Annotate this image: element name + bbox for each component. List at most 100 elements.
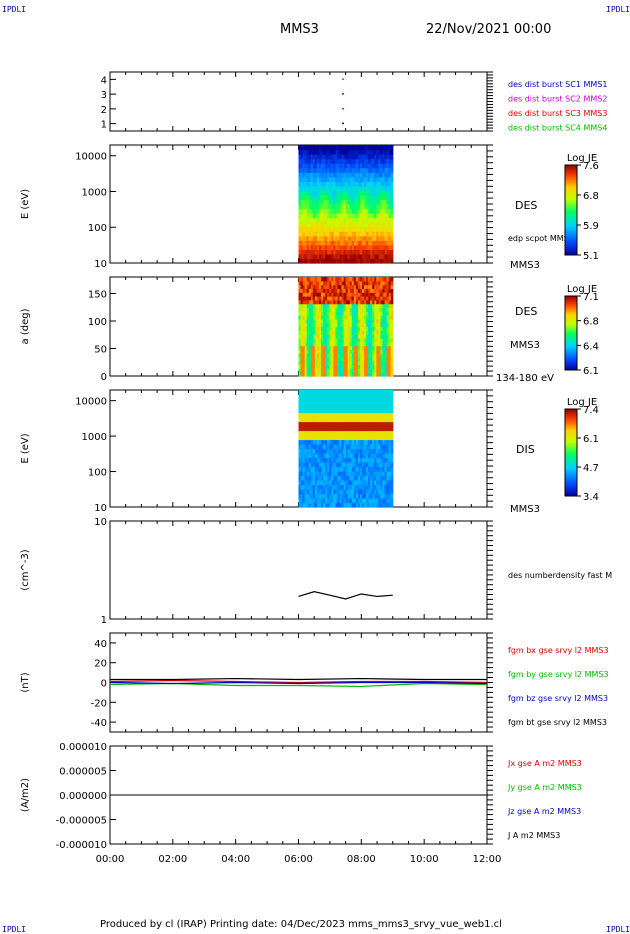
spectrogram-cell	[302, 421, 306, 427]
spectrogram-cell	[321, 213, 324, 219]
spectrogram-cell	[302, 444, 306, 450]
spectrogram-cell	[302, 337, 306, 343]
spectrogram-cell	[304, 226, 308, 232]
spectrogram-cell	[312, 364, 316, 369]
spectrogram-cell	[359, 502, 363, 508]
spectrogram-cell	[351, 315, 355, 320]
spectrogram-cell	[390, 185, 394, 191]
spectrogram-cell	[327, 399, 330, 405]
spectrogram-cell	[318, 204, 322, 210]
spectrogram-cell	[314, 390, 318, 396]
spectrogram-cell	[335, 181, 339, 187]
spectrogram-cell	[300, 426, 304, 432]
spectrogram-cell	[376, 167, 380, 173]
spectrogram-cell	[380, 231, 384, 237]
spectrogram-cell	[376, 466, 380, 472]
spectrogram-cell	[339, 288, 343, 293]
spectrogram-cell	[337, 194, 341, 201]
spectrogram-cell	[306, 498, 310, 504]
spectrogram-cell	[343, 258, 347, 264]
spectrogram-cell	[364, 277, 367, 282]
spectrogram-cell	[298, 502, 302, 508]
spectrogram-cell	[372, 421, 375, 427]
spectrogram-cell	[306, 334, 310, 339]
spectrogram-cell	[314, 307, 318, 312]
spectrogram-cell	[390, 480, 394, 486]
spectrogram-cell	[310, 296, 314, 301]
spectrogram-cell	[302, 368, 306, 373]
spectrogram-cell	[325, 435, 328, 441]
spectrogram-cell	[310, 426, 314, 432]
spectrogram-cell	[351, 217, 355, 223]
spectrogram-cell	[321, 444, 324, 450]
spectrogram-cell	[351, 322, 355, 328]
spectrogram-cell	[327, 217, 330, 223]
spectrogram-cell	[362, 368, 365, 373]
spectrogram-cell	[370, 185, 373, 191]
spectrogram-cell	[374, 466, 377, 472]
spectrogram-cell	[366, 475, 369, 481]
spectrogram-cell	[380, 296, 384, 301]
spectrogram-cell	[302, 288, 306, 293]
spectrogram-cell	[310, 475, 314, 481]
spectrogram-cell	[353, 318, 357, 324]
spectrogram-cell	[386, 292, 390, 297]
spectrogram-cell	[308, 311, 312, 316]
spectrogram-cell	[349, 364, 353, 369]
spectrogram-cell	[353, 408, 357, 414]
spectrogram-cell	[339, 417, 343, 423]
spectrogram-cell	[351, 231, 355, 237]
spectrogram-cell	[343, 235, 347, 241]
spectrogram-cell	[331, 190, 334, 196]
spectrogram-cell	[355, 181, 359, 187]
spectrogram-cell	[345, 408, 349, 414]
spectrogram-cell	[337, 311, 341, 316]
spectrogram-cell	[378, 457, 382, 463]
spectrogram-cell	[325, 296, 328, 301]
spectrogram-cell	[370, 249, 373, 255]
spectrogram-cell	[325, 145, 328, 151]
spectrogram-cell	[349, 311, 353, 316]
spectrogram-cell	[312, 372, 316, 377]
spectrogram-cell	[308, 417, 312, 423]
spectrogram-cell	[370, 303, 373, 309]
spectrogram-cell	[310, 439, 314, 445]
spectrogram-cell	[368, 208, 371, 214]
spectrogram-cell	[339, 208, 343, 214]
spectrogram-cell	[329, 457, 332, 463]
spectrogram-cell	[359, 475, 363, 481]
spectrogram-cell	[316, 498, 320, 504]
spectrogram-cell	[357, 435, 361, 441]
spectrogram-cell	[362, 475, 365, 481]
spectrogram-cell	[318, 453, 322, 459]
spectrogram-cell	[364, 253, 367, 260]
spectrogram-cell	[362, 349, 365, 354]
y-tick-label: 0.000005	[59, 767, 107, 778]
spectrogram-cell	[318, 213, 322, 219]
spectrogram-cell	[357, 444, 361, 450]
spectrogram-cell	[362, 172, 365, 178]
spectrogram-cell	[368, 231, 371, 237]
spectrogram-cell	[308, 439, 312, 445]
spectrogram-cell	[376, 457, 380, 463]
spectrogram-cell	[362, 426, 365, 432]
spectrogram-cell	[337, 176, 341, 182]
spectrogram-cell	[318, 462, 322, 468]
spectrogram-cell	[347, 235, 351, 241]
spectrogram-cell	[304, 337, 308, 343]
spectrogram-cell	[380, 412, 384, 418]
spectrogram-cell	[300, 345, 304, 350]
spectrogram-cell	[357, 163, 361, 169]
spectrogram-cell	[384, 326, 388, 331]
spectrogram-cell	[323, 194, 326, 201]
spectrogram-cell	[374, 249, 377, 255]
spectrogram-cell	[335, 475, 339, 481]
spectrogram-cell	[323, 307, 326, 312]
spectrogram-cell	[302, 448, 306, 454]
spectrogram-cell	[349, 341, 353, 347]
spectrogram-cell	[368, 299, 371, 305]
spectrogram-cell	[306, 337, 310, 343]
spectrogram-cell	[345, 253, 349, 260]
spectrogram-cell	[329, 337, 332, 343]
spectrogram-cell	[343, 280, 347, 286]
